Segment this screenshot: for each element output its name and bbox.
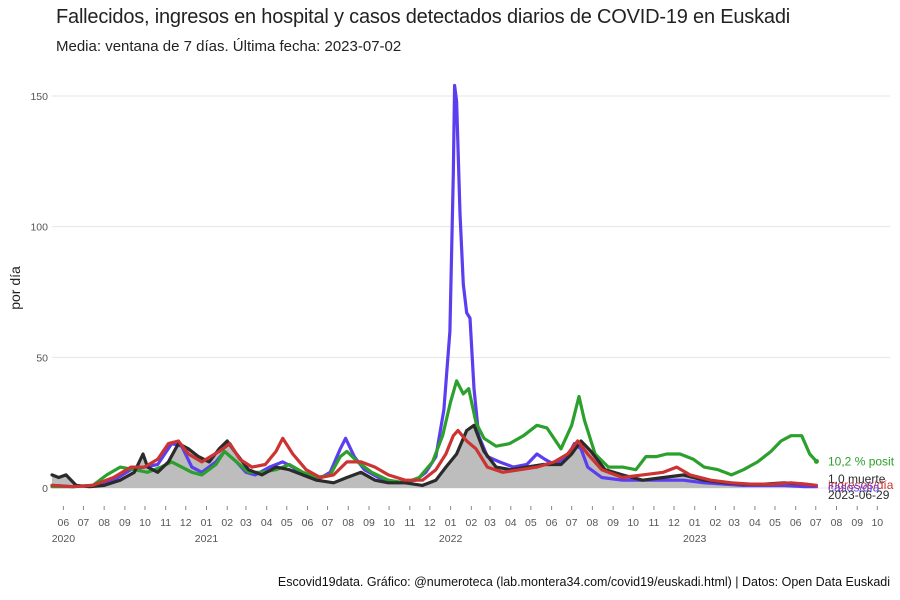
- x-tick-label: 10: [383, 517, 395, 529]
- x-tick-label: 07: [810, 517, 822, 529]
- x-tick-label: 10: [871, 517, 883, 529]
- y-axis-label: por día: [7, 266, 23, 310]
- x-tick-label: 02: [465, 517, 477, 529]
- x-tick-label: 06: [790, 517, 802, 529]
- chart-subtitle: Media: ventana de 7 días. Última fecha: …: [56, 38, 402, 55]
- series-lines: [50, 83, 819, 489]
- x-tick-label: 12: [424, 517, 436, 529]
- x-tick-label: 09: [607, 517, 619, 529]
- deaths-area: [52, 425, 815, 488]
- end-label: 1,0 muerte: [828, 472, 886, 486]
- x-tick-label: 11: [404, 517, 415, 529]
- area-fill: [52, 425, 815, 488]
- y-axis-ticks: 0 50 100 150: [30, 91, 48, 495]
- x-tick-label: 04: [749, 517, 761, 529]
- x-tick-label: 11: [648, 517, 659, 529]
- x-tick-label: 04: [505, 517, 517, 529]
- x-tick-label: 09: [851, 517, 863, 529]
- x-tick-label: 12: [180, 517, 192, 529]
- end-labels: 10,2 % posit 1,0 muerteingresos/díacasos/…: [828, 454, 895, 501]
- x-tick-label: 06: [58, 517, 70, 529]
- x-tick-label: 01: [445, 517, 457, 529]
- x-tick-label: 03: [728, 517, 740, 529]
- end-label: 10,2 % posit: [828, 454, 895, 468]
- end-label: casos/día: [828, 480, 880, 494]
- x-tick-label: 10: [139, 517, 151, 529]
- x-tick-label: 04: [261, 517, 273, 529]
- y-tick-label: 0: [42, 483, 48, 495]
- x-tick-label: 07: [322, 517, 334, 529]
- x-year-label: 2020: [52, 533, 76, 545]
- y-tick-label: 150: [30, 91, 48, 103]
- x-tick-label: 01: [201, 517, 213, 529]
- x-tick-label: 09: [363, 517, 375, 529]
- x-tick-label: 10: [627, 517, 639, 529]
- line-green: [50, 379, 818, 489]
- end-label: 2023-06-29: [828, 488, 890, 502]
- end-point-green: [813, 458, 819, 464]
- end-label: ingresos/día: [828, 478, 894, 492]
- x-tick-label: 05: [281, 517, 293, 529]
- x-tick-label: 08: [98, 517, 110, 529]
- x-year-label: 2023: [683, 533, 707, 545]
- x-year-label: 2022: [439, 533, 463, 545]
- x-tick-label: 05: [525, 517, 537, 529]
- x-tick-label: 06: [302, 517, 314, 529]
- x-tick-label: 03: [240, 517, 252, 529]
- x-tick-label: 08: [587, 517, 599, 529]
- x-tick-label: 07: [566, 517, 578, 529]
- x-tick-label: 11: [160, 517, 171, 529]
- x-tick-label: 02: [221, 517, 233, 529]
- x-tick-label: 12: [668, 517, 680, 529]
- x-tick-label: 03: [484, 517, 496, 529]
- chart-caption: Escovid19data. Gráfico: @numeroteca (lab…: [277, 575, 890, 589]
- x-tick-label: 08: [342, 517, 354, 529]
- x-tick-label: 06: [546, 517, 558, 529]
- x-tick-label: 01: [689, 517, 701, 529]
- chart-title: Fallecidos, ingresos en hospital y casos…: [56, 6, 791, 28]
- x-tick-label: 09: [119, 517, 131, 529]
- x-tick-label: 05: [769, 517, 781, 529]
- x-tick-label: 07: [78, 517, 90, 529]
- x-tick-label: 08: [831, 517, 843, 529]
- line-red: [50, 428, 818, 489]
- x-tick-label: 02: [710, 517, 722, 529]
- line-purple: [50, 83, 818, 489]
- y-tick-label: 50: [36, 352, 48, 364]
- y-tick-label: 100: [30, 222, 48, 234]
- x-year-label: 2021: [195, 533, 219, 545]
